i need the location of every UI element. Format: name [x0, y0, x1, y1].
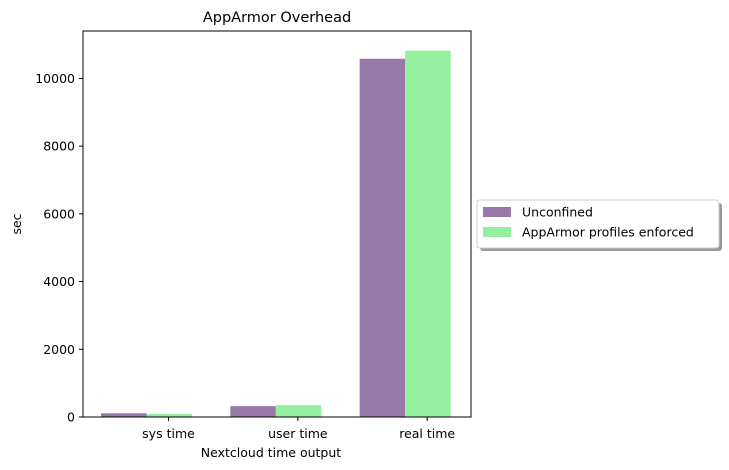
y-tick-label: 2000	[43, 342, 75, 357]
y-tick-label: 4000	[43, 274, 75, 289]
y-tick-label: 6000	[43, 206, 75, 221]
x-tick-label: user time	[268, 426, 328, 441]
x-tick-label: real time	[399, 426, 455, 441]
x-axis-label: Nextcloud time output	[201, 445, 341, 460]
bar-apparmor-profiles-enforced-real-time	[405, 50, 451, 417]
legend: Unconfined AppArmor profiles enforced	[476, 199, 722, 251]
y-tick-label: 0	[67, 410, 75, 425]
y-tick-label: 8000	[43, 139, 75, 154]
x-axis: sys time user time real time	[142, 417, 455, 441]
legend-swatch	[483, 207, 511, 217]
chart-title: AppArmor Overhead	[203, 10, 351, 26]
bar-apparmor-profiles-enforced-sys-time	[146, 413, 192, 417]
x-tick-label: sys time	[142, 426, 195, 441]
legend-label: Unconfined	[522, 205, 593, 220]
bar-apparmor-profiles-enforced-user-time	[275, 405, 322, 417]
bar-unconfined-user-time	[230, 406, 276, 417]
y-tick-label: 10000	[35, 71, 75, 86]
bars-group	[101, 50, 451, 417]
y-axis-label: sec	[9, 213, 24, 234]
legend-box	[476, 199, 720, 249]
legend-label: AppArmor profiles enforced	[522, 225, 694, 240]
plot-frame	[82, 30, 472, 418]
bar-unconfined-sys-time	[101, 413, 147, 417]
y-axis: 0 2000 4000 6000 8000 10000	[35, 71, 83, 425]
bar-unconfined-real-time	[359, 58, 406, 417]
legend-swatch	[483, 227, 511, 237]
